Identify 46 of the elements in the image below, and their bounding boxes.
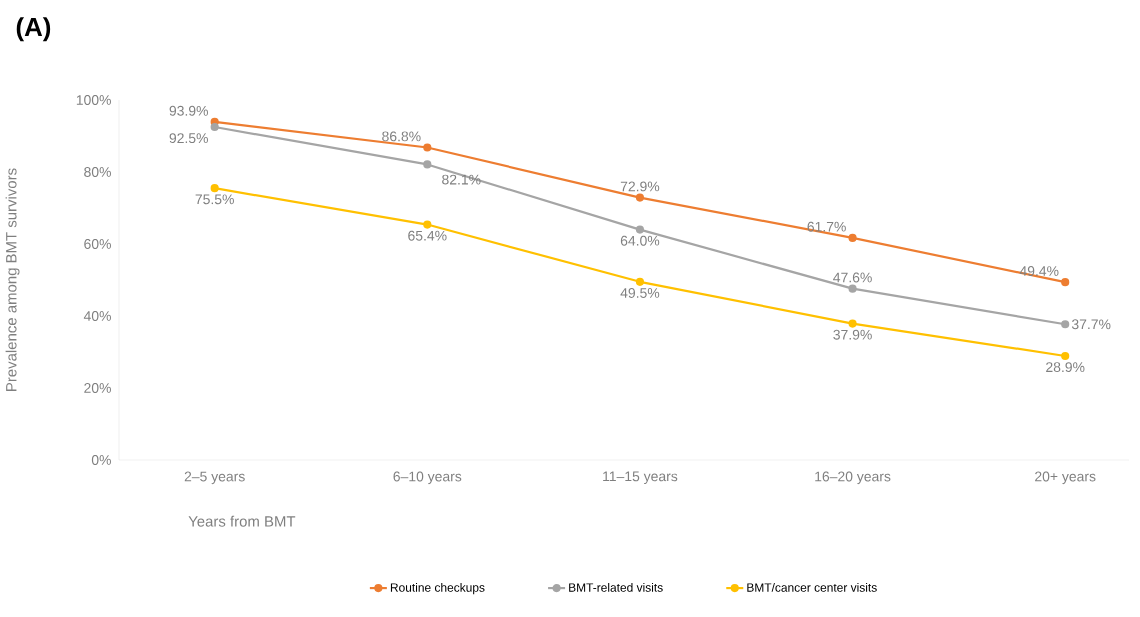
point xyxy=(848,284,857,293)
data-label: 65.4% xyxy=(408,230,447,241)
point xyxy=(1061,278,1070,287)
chart-title: (A) xyxy=(16,17,51,42)
point xyxy=(423,160,432,169)
legend-label: BMT-related visits xyxy=(569,582,663,592)
point xyxy=(848,233,857,242)
y-tick-label: 40% xyxy=(83,311,111,321)
y-tick-label: 80% xyxy=(84,167,111,177)
x-tick-label: 11–15 years xyxy=(603,471,678,485)
y-axis-title: Prevalence among BMT survivors xyxy=(5,168,20,391)
x-tick-label: 16–20 years xyxy=(815,471,891,485)
point xyxy=(423,220,432,229)
x-tick-label: 6–10 years xyxy=(393,471,462,485)
x-tick-label: 2–5 years xyxy=(184,471,245,485)
point xyxy=(1061,351,1070,361)
data-label: 49.5% xyxy=(620,287,660,298)
legend-label: Routine checkups xyxy=(390,582,485,595)
point xyxy=(1061,320,1070,329)
data-label: 93.9% xyxy=(169,105,208,116)
point xyxy=(848,319,857,328)
y-tick-label: 100% xyxy=(76,95,111,105)
data-label: 49.4% xyxy=(1019,266,1059,276)
point xyxy=(635,225,645,234)
data-label: 92.5% xyxy=(169,133,208,144)
data-label: 64.0% xyxy=(620,235,660,246)
point xyxy=(635,193,645,202)
point xyxy=(635,277,645,286)
data-label: 61.7% xyxy=(807,221,846,232)
data-label: 47.6% xyxy=(833,272,872,283)
data-label: 72.9% xyxy=(620,181,660,192)
data-label: 75.5% xyxy=(195,194,234,205)
x-axis-title: Years from BMT xyxy=(188,515,296,527)
point xyxy=(210,184,219,193)
data-label: 37.9% xyxy=(833,329,872,340)
y-tick-label: 0% xyxy=(91,455,111,465)
point xyxy=(423,143,432,152)
data-label: 28.9% xyxy=(1046,362,1085,373)
data-label: 37.7% xyxy=(1071,319,1111,330)
legend-label: BMT/cancer center visits xyxy=(747,582,877,592)
y-tick-label: 60% xyxy=(84,239,111,249)
x-tick-label: 20+ years xyxy=(1035,471,1096,485)
data-label: 86.8% xyxy=(382,131,421,142)
point xyxy=(210,122,219,132)
data-label: 82.1% xyxy=(442,174,481,185)
y-tick-label: 20% xyxy=(84,383,111,393)
